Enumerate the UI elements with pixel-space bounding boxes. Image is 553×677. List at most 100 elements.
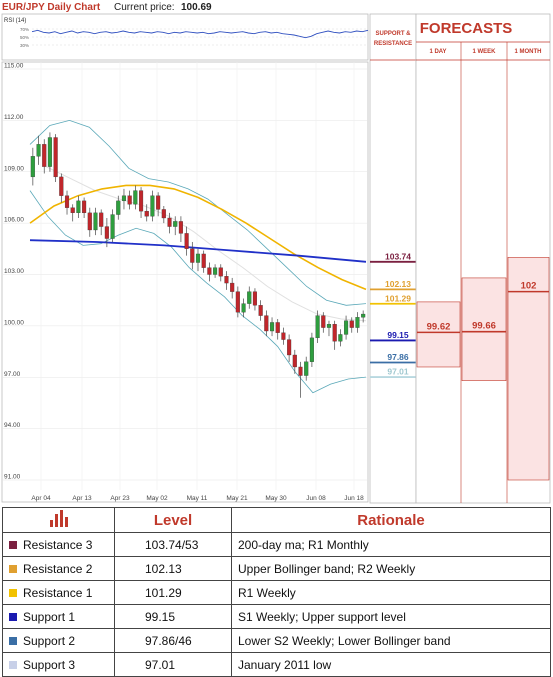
- candle-body: [195, 253, 201, 263]
- candle-body: [292, 354, 297, 368]
- candle-body: [207, 267, 212, 275]
- rsi-line: [31, 29, 369, 39]
- rationale-column-header: Rationale: [231, 507, 551, 533]
- candle-body: [87, 212, 92, 231]
- sr-head-2: RESISTANCE: [374, 41, 412, 47]
- x-tick-label: Apr 23: [110, 495, 130, 502]
- level-value-cell: 102.13: [114, 556, 232, 581]
- level-value-cell: 97.01: [114, 652, 232, 677]
- levels-table-row: Support 1 99.15 S1 Weekly; Upper support l…: [2, 604, 551, 629]
- forecast-title: FORECASTS: [420, 20, 513, 37]
- candle-body: [218, 267, 223, 277]
- candle-body: [264, 315, 269, 332]
- price-panel: 115.00 112.00 109.00 106.00 103.00 100.00 97.0…: [1, 61, 369, 503]
- level-value-cell: 99.15: [114, 604, 232, 629]
- candle-body: [53, 137, 58, 178]
- rsi-label: RSI (14): [4, 18, 26, 24]
- candle-body: [304, 361, 309, 376]
- candle-body: [116, 200, 121, 215]
- forecast-range-box: [416, 301, 461, 368]
- level-name-cell: Support 1: [2, 604, 115, 629]
- candle-body: [338, 334, 343, 342]
- candle-body: [190, 248, 195, 263]
- candle-body: [298, 366, 303, 376]
- candle-body: [82, 200, 87, 214]
- color-swatch: [9, 661, 17, 670]
- forecast-col-1month: 1 MONTH: [515, 49, 542, 55]
- candle-body: [150, 195, 155, 217]
- forecast-range-box: [461, 277, 507, 381]
- y-tick-label: 115.00: [4, 63, 24, 70]
- candle-body: [59, 176, 64, 196]
- candle-body: [36, 144, 41, 157]
- forecast-range-box: [507, 257, 550, 481]
- chart-title: EUR/JPY Daily Chart: [2, 2, 101, 13]
- rsi-level-50: 50%: [20, 35, 29, 40]
- y-tick-label: 91.00: [4, 474, 21, 481]
- bar-chart-icon: [49, 510, 68, 527]
- rationale-cell: S1 Weekly; Upper support level: [231, 604, 551, 629]
- rationale-cell: January 2011 low: [231, 652, 551, 677]
- level-name-cell: Support 2: [2, 628, 115, 653]
- candle-body: [184, 233, 189, 249]
- y-tick-label: 103.00: [4, 268, 24, 275]
- candle-body: [349, 320, 354, 328]
- level-name-cell: Resistance 1: [2, 580, 115, 605]
- forecast-col-1day: 1 DAY: [429, 49, 446, 55]
- candle-body: [42, 144, 47, 167]
- candle-body: [321, 315, 326, 328]
- levels-table-header: Level Rationale: [2, 507, 551, 533]
- moving-average-200-line: [29, 239, 367, 263]
- level-name-cell: Resistance 2: [2, 556, 115, 581]
- moving-average-50-line: [29, 184, 367, 291]
- support-resistance-panel: SUPPORT & RESISTANCE 103.74 102.13 101.29 9…: [369, 13, 417, 504]
- color-swatch: [9, 637, 17, 646]
- candle-body: [230, 282, 235, 292]
- candle-body: [30, 156, 35, 178]
- levels-table-row: Resistance 1 101.29 R1 Weekly: [2, 580, 551, 605]
- x-tick-label: May 11: [187, 495, 208, 502]
- forecast-col-1week: 1 WEEK: [472, 49, 496, 55]
- level-name: Resistance 1: [23, 585, 93, 600]
- candle-body: [287, 339, 292, 356]
- sr-level-label: 97.01: [387, 367, 409, 377]
- x-tick-label: Apr 13: [72, 495, 92, 502]
- forecast-value-label: 99.66: [472, 321, 496, 332]
- x-tick-label: May 02: [146, 495, 168, 502]
- candle-body: [326, 324, 332, 328]
- x-tick-label: May 21: [226, 495, 248, 502]
- candle-body: [144, 210, 149, 217]
- candle-body: [241, 303, 246, 313]
- candle-body: [332, 324, 337, 342]
- candle-body: [127, 195, 132, 205]
- candle-body: [178, 221, 183, 234]
- level-name: Resistance 3: [23, 537, 93, 552]
- candle-body: [104, 226, 109, 239]
- x-tick-label: May 30: [265, 495, 287, 502]
- candle-body: [361, 313, 366, 318]
- candle-body: [213, 267, 218, 275]
- x-tick-label: Jun 08: [306, 495, 326, 502]
- level-column-header: Level: [114, 507, 232, 533]
- x-tick-label: Jun 18: [344, 495, 364, 502]
- level-value-cell: 97.86/46: [114, 628, 232, 653]
- level-name-cell: Resistance 3: [2, 532, 115, 557]
- level-value-cell: 103.74/53: [114, 532, 232, 557]
- y-tick-label: 109.00: [4, 165, 24, 172]
- bollinger-upper-line: [29, 119, 367, 306]
- candle-body: [167, 217, 172, 227]
- sr-level-label: 103.74: [385, 251, 411, 261]
- forecast-value-label: 99.62: [427, 321, 451, 332]
- rsi-level-70: 70%: [20, 27, 29, 32]
- color-swatch: [9, 541, 17, 550]
- candle-body: [161, 209, 166, 219]
- candle-body: [309, 337, 314, 362]
- candle-body: [281, 332, 286, 340]
- candle-body: [275, 322, 280, 333]
- level-name: Support 3: [23, 657, 76, 672]
- forecast-value-label: 102: [521, 281, 537, 292]
- candle-body: [355, 317, 360, 328]
- levels-table-row: Resistance 2 102.13 Upper Bollinger band; …: [2, 556, 551, 581]
- y-tick-label: 106.00: [4, 217, 24, 224]
- level-name: Support 1: [23, 609, 76, 624]
